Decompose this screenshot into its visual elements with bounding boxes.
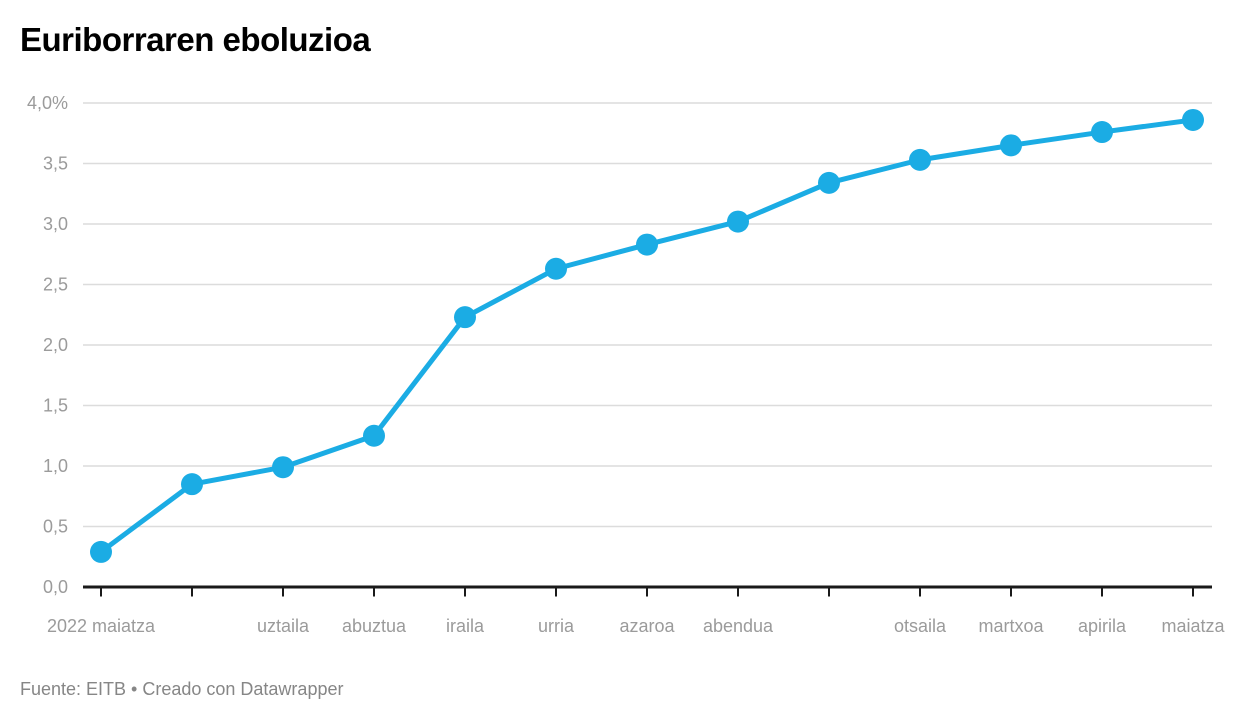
data-point[interactable]	[181, 473, 203, 496]
y-axis-label: 0,5	[43, 517, 68, 537]
data-point[interactable]	[727, 210, 749, 233]
x-axis-label: 2022 maiatza	[47, 616, 156, 636]
x-axis-label: otsaila	[894, 616, 947, 636]
data-point[interactable]	[1000, 134, 1022, 157]
data-point[interactable]	[272, 456, 294, 479]
y-axis-label: 2,0	[43, 335, 68, 355]
series-line	[98, 117, 1196, 555]
x-axis-label: apirila	[1078, 616, 1127, 636]
chart-title: Euriborraren eboluzioa	[20, 21, 371, 58]
x-axis-label: abuztua	[342, 616, 407, 636]
data-point[interactable]	[90, 540, 112, 563]
x-axis-label: martxoa	[978, 616, 1044, 636]
x-axis-label: uztaila	[257, 616, 310, 636]
x-axis-label: maiatza	[1161, 616, 1225, 636]
y-axis-label: 1,0	[43, 456, 68, 476]
data-point[interactable]	[1091, 121, 1113, 144]
data-point[interactable]	[818, 171, 840, 194]
data-point[interactable]	[1182, 108, 1204, 131]
x-axis-label: iraila	[446, 616, 485, 636]
y-axis-label: 3,5	[43, 154, 68, 174]
data-point[interactable]	[363, 424, 385, 447]
x-axis-label: azaroa	[619, 616, 675, 636]
data-point[interactable]	[909, 148, 931, 171]
data-point[interactable]	[636, 233, 658, 256]
y-axis-label: 3,0	[43, 214, 68, 234]
y-axis-label: 1,5	[43, 396, 68, 416]
x-axis-label: abendua	[703, 616, 774, 636]
data-point[interactable]	[545, 257, 567, 280]
source-attribution: Fuente: EITB • Creado con Datawrapper	[20, 679, 344, 699]
data-point[interactable]	[454, 306, 476, 329]
y-axis-label: 2,5	[43, 275, 68, 295]
y-axis-label: 4,0%	[27, 93, 68, 113]
y-axis-label: 0,0	[43, 577, 68, 597]
x-axis-label: urria	[538, 616, 575, 636]
